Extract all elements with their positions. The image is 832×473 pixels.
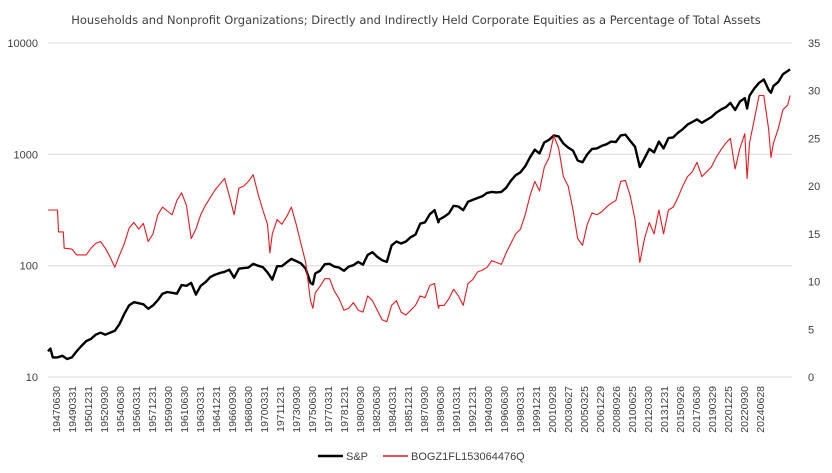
x-tick-label: 19770331 xyxy=(323,386,335,433)
x-tick-label: 19641231 xyxy=(211,386,223,433)
y-right-tick: 30 xyxy=(808,86,820,98)
y-right-tick: 35 xyxy=(808,38,820,50)
x-tick-label: 19630331 xyxy=(195,386,207,433)
series-layer xyxy=(47,68,791,361)
x-tick-label: 19700331 xyxy=(259,386,271,433)
y-right-tick: 25 xyxy=(808,133,820,145)
x-tick-label: 19470630 xyxy=(51,386,63,433)
y-right-tick: 5 xyxy=(808,324,814,336)
y-left-tick: 100 xyxy=(20,261,38,273)
x-tick-label: 19501231 xyxy=(83,386,95,433)
x-tick-label: 19520930 xyxy=(99,386,111,433)
x-tick-label: 19560331 xyxy=(131,386,143,433)
x-tick-label: 19921231 xyxy=(467,386,479,433)
x-tick-label: 20190329 xyxy=(707,386,719,433)
legend: S&P BOGZ1FL153064476Q xyxy=(318,451,525,463)
y-left-tick: 1000 xyxy=(14,149,38,161)
x-tick-label: 20201225 xyxy=(723,386,735,433)
x-tick-label: 20100625 xyxy=(627,386,639,433)
x-tick-label: 20120330 xyxy=(643,386,655,433)
x-tick-label: 20050325 xyxy=(579,386,591,433)
x-tick-label: 19571231 xyxy=(147,386,159,433)
x-tick-label: 19711231 xyxy=(275,386,287,432)
x-tick-label: 19940930 xyxy=(483,386,495,433)
x-tick-label: 20131231 xyxy=(659,386,671,433)
x-tick-label: 19540630 xyxy=(115,386,127,433)
x-tick-label: 19910331 xyxy=(451,386,463,433)
x-tick-label: 19610630 xyxy=(179,386,191,433)
x-tick-label: 19730930 xyxy=(291,386,303,433)
x-tick-label: 19960630 xyxy=(499,386,511,433)
legend-label-bogz: BOGZ1FL153064476Q xyxy=(411,451,525,463)
x-tick-label: 19750630 xyxy=(307,386,319,433)
x-tick-label: 19781231 xyxy=(339,386,351,433)
y-right-tick: 20 xyxy=(808,181,820,193)
x-tick-label: 20080926 xyxy=(611,386,623,433)
chart-title: Households and Nonprofit Organizations; … xyxy=(71,13,761,27)
y-axis-right: 0 5 10 15 20 25 30 35 xyxy=(808,38,820,384)
legend-label-sp: S&P xyxy=(346,451,368,463)
x-tick-label: 19590930 xyxy=(163,386,175,433)
x-tick-label: 19490331 xyxy=(67,386,79,433)
y-left-tick: 10000 xyxy=(7,38,38,50)
y-right-tick: 15 xyxy=(808,229,820,241)
x-axis: 19470630 19490331 19501231 19520930 19540630… xyxy=(51,386,767,433)
series-line-sp xyxy=(47,68,791,361)
x-tick-label: 19991231 xyxy=(531,386,543,433)
x-tick-label: 20220930 xyxy=(739,386,751,433)
x-tick-label: 20030627 xyxy=(563,386,575,433)
gridlines xyxy=(48,42,792,378)
x-tick-label: 20010928 xyxy=(547,386,559,433)
x-tick-label: 19980331 xyxy=(515,386,527,433)
x-tick-label: 19851231 xyxy=(403,386,415,433)
x-tick-label: 20150926 xyxy=(675,386,687,433)
x-tick-label: 19840331 xyxy=(387,386,399,433)
y-left-tick: 10 xyxy=(26,372,38,384)
x-tick-label: 20061229 xyxy=(595,386,607,433)
x-tick-label: 19870930 xyxy=(419,386,431,433)
x-tick-label: 19820630 xyxy=(371,386,383,433)
y-right-tick: 0 xyxy=(808,372,814,384)
x-tick-label: 19680630 xyxy=(243,386,255,433)
y-right-tick: 10 xyxy=(808,277,820,289)
x-tick-label: 19800930 xyxy=(355,386,367,433)
y-axis-left: 10000 1000 100 10 xyxy=(7,38,38,384)
x-tick-label: 19660930 xyxy=(227,386,239,433)
x-tick-label: 20240628 xyxy=(755,386,767,433)
x-tick-label: 20170630 xyxy=(691,386,703,433)
x-tick-label: 19890630 xyxy=(435,386,447,433)
series-line-bogz xyxy=(48,94,791,323)
